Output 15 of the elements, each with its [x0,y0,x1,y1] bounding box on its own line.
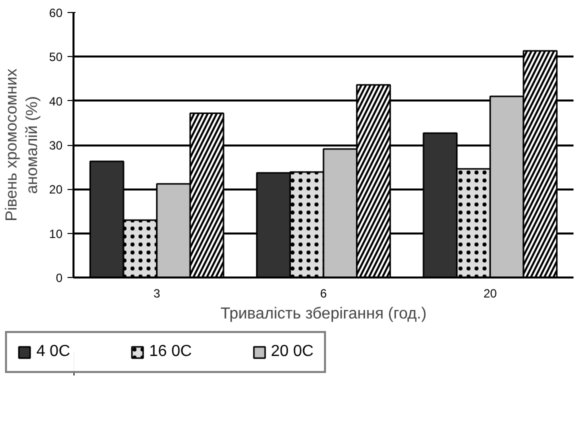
legend-label: 20 0C [270,343,314,361]
y-tick-label: 60 [49,6,63,20]
legend-label: 16 0C [149,343,192,361]
x-tick-label: 6 [320,286,328,300]
x-axis-title: Тривалість зберігання (год.) [220,306,427,322]
x-tick-label: 20 [483,286,498,300]
y-tick-label: 40 [49,94,63,108]
y-tick-label: 50 [49,50,63,64]
y-tick-label: 30 [49,138,63,152]
y-axis-title: Рівень хромосомних аномалій (%) [4,68,42,222]
x-tick-label: 3 [153,286,160,300]
y-tick-label: 20 [49,182,63,197]
y-tick-label: 0 [56,271,63,285]
y-tick-label: 10 [49,226,63,241]
legend-label: 4 0C [36,343,70,361]
